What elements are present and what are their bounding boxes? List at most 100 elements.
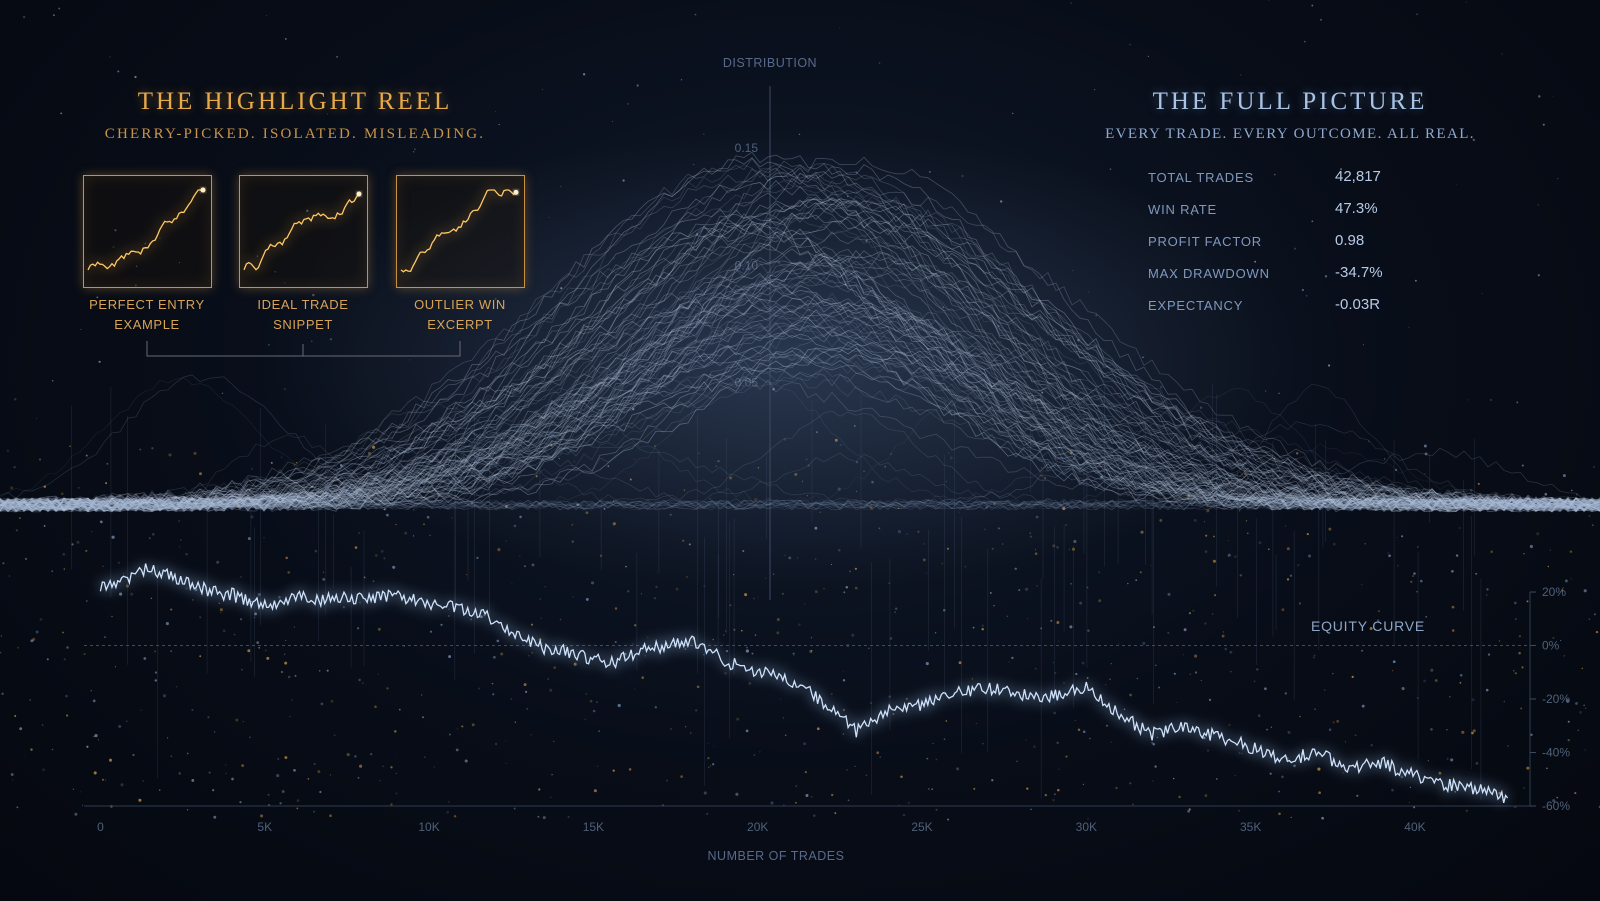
star-particle xyxy=(284,37,287,40)
distribution-curve xyxy=(0,443,1600,511)
star-particle xyxy=(156,132,159,135)
particle xyxy=(897,530,901,534)
particle xyxy=(379,780,381,782)
particle xyxy=(991,779,994,782)
particle xyxy=(1034,552,1038,556)
star-particle xyxy=(926,348,929,350)
particle xyxy=(108,758,113,762)
particle xyxy=(494,742,498,746)
particle xyxy=(500,652,504,656)
star-particle xyxy=(1556,177,1559,180)
particle xyxy=(1006,615,1009,618)
star-particle xyxy=(268,344,270,346)
particle xyxy=(426,477,429,480)
particle xyxy=(386,687,389,690)
particle xyxy=(1228,723,1231,727)
star-particle xyxy=(336,55,339,58)
particle xyxy=(422,716,424,719)
distribution-curve xyxy=(0,366,1600,513)
star-particle xyxy=(1328,364,1331,367)
particle xyxy=(834,812,837,815)
particle xyxy=(1413,806,1416,809)
particle xyxy=(1056,741,1059,744)
particle xyxy=(139,448,142,451)
particle xyxy=(1485,688,1489,692)
particle xyxy=(1477,482,1480,485)
particle xyxy=(709,497,712,500)
particle xyxy=(1204,794,1208,798)
star-particle xyxy=(495,111,497,113)
particle xyxy=(810,795,813,798)
particle xyxy=(1082,730,1086,734)
particle xyxy=(1142,641,1146,645)
particle xyxy=(839,443,842,446)
star-particle xyxy=(1249,235,1252,237)
particle xyxy=(1358,498,1360,501)
particle xyxy=(412,509,415,511)
particle xyxy=(1387,552,1390,554)
particle xyxy=(884,465,886,468)
x-tick-label: 30K xyxy=(1076,820,1097,834)
star-particle xyxy=(623,411,625,413)
distribution-curve xyxy=(0,180,1600,513)
particle xyxy=(93,735,95,738)
distribution-curve xyxy=(0,374,1600,511)
particle xyxy=(831,793,834,797)
particle xyxy=(1258,541,1262,545)
star-particle xyxy=(778,261,780,263)
star-particle xyxy=(1174,276,1177,279)
particle xyxy=(287,571,291,574)
particle xyxy=(917,530,920,533)
particle xyxy=(154,650,157,653)
particle xyxy=(666,779,668,782)
particle xyxy=(1156,736,1159,739)
full-picture-subtitle: EVERY TRADE. EVERY OUTCOME. ALL REAL. xyxy=(1105,126,1475,142)
particle xyxy=(1214,594,1217,597)
particle xyxy=(448,655,452,659)
distribution-curve xyxy=(0,160,1600,511)
particle xyxy=(1209,463,1211,465)
particle xyxy=(1574,792,1577,795)
snippet-label-line: EXCERPT xyxy=(427,317,493,332)
particle xyxy=(934,632,937,634)
distribution-curve xyxy=(0,441,1600,511)
particle xyxy=(356,627,360,630)
distribution-curve xyxy=(0,301,1600,512)
sparkline-glow xyxy=(86,188,203,271)
particle xyxy=(1056,621,1060,624)
particle xyxy=(111,615,113,618)
particle xyxy=(1425,615,1428,618)
particle xyxy=(497,548,501,552)
star-particle xyxy=(865,239,868,242)
distribution-curve xyxy=(0,222,1600,512)
particle xyxy=(531,563,535,567)
particle xyxy=(1132,803,1134,805)
distribution-curve xyxy=(0,260,1600,512)
particle xyxy=(1475,572,1478,575)
particle xyxy=(1370,744,1373,747)
distribution-curve xyxy=(0,434,1600,511)
particle xyxy=(1040,627,1043,630)
star-particle xyxy=(844,284,847,286)
distribution-curve xyxy=(0,248,1600,513)
particle xyxy=(634,688,636,690)
particle xyxy=(625,565,627,568)
snippet-label: PERFECT ENTRY EXAMPLE xyxy=(72,295,222,335)
distribution-curve xyxy=(0,156,1600,513)
particle xyxy=(964,565,967,568)
particle xyxy=(150,597,153,599)
particle xyxy=(1450,758,1454,762)
particle xyxy=(1072,457,1076,460)
star-particle xyxy=(835,260,837,262)
particle xyxy=(540,617,542,620)
particle xyxy=(222,629,226,633)
particle xyxy=(981,627,984,631)
distribution-curve xyxy=(0,164,1600,512)
particle xyxy=(869,701,873,705)
particle xyxy=(907,802,910,804)
particle xyxy=(359,764,363,768)
particle xyxy=(905,697,908,700)
particle xyxy=(1100,475,1103,479)
particle xyxy=(1035,515,1039,519)
particle xyxy=(748,682,752,685)
